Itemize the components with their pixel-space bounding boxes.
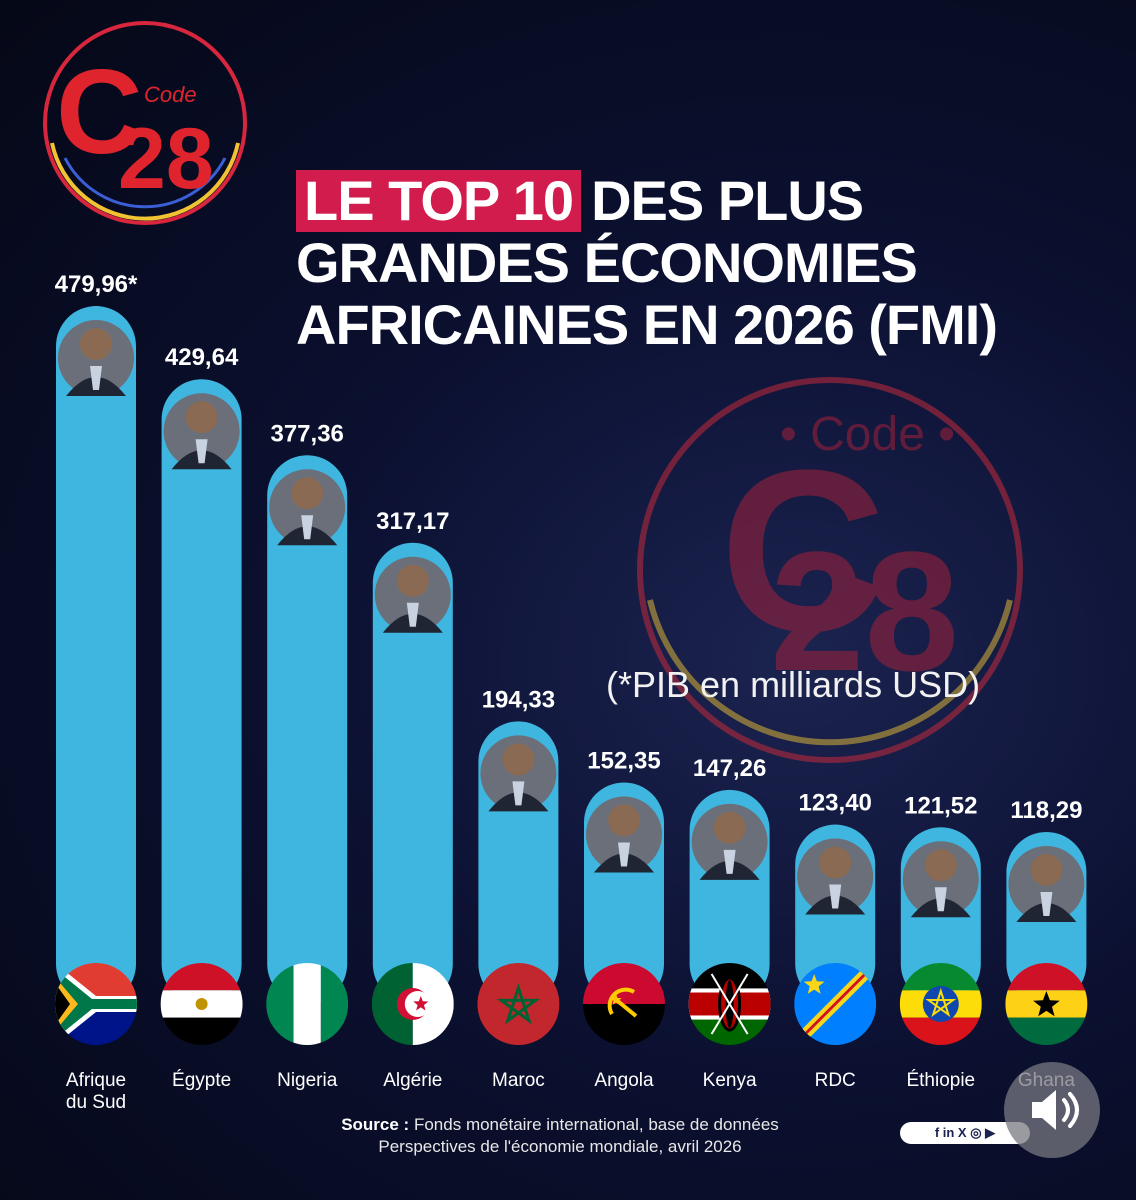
portrait-icon bbox=[163, 393, 240, 470]
category-label: Éthiopie bbox=[906, 1070, 975, 1091]
title-highlight: LE TOP 10 bbox=[296, 170, 582, 232]
portrait-icon bbox=[269, 469, 346, 546]
category-label: Algérie bbox=[383, 1070, 442, 1091]
value-label: 317,17 bbox=[376, 508, 449, 535]
category-label: RDC bbox=[815, 1070, 856, 1091]
portrait-icon bbox=[58, 320, 134, 397]
title-line-2: GRANDES ÉCONOMIES bbox=[296, 231, 918, 294]
source-label: Source : bbox=[341, 1115, 410, 1134]
title-line-3: AFRICAINES EN 2026 (FMI) bbox=[296, 293, 998, 356]
portrait-icon bbox=[374, 556, 451, 633]
bar bbox=[161, 379, 242, 1005]
south-africa-flag-icon bbox=[55, 963, 137, 1045]
egypt-flag-icon bbox=[160, 963, 243, 1045]
morocco-flag-icon bbox=[477, 963, 560, 1045]
bar-group-kenya: 147,26 Kenya bbox=[688, 755, 771, 1091]
bar-group-egypt: 429,64 Égypte bbox=[160, 344, 243, 1091]
svg-text:C: C bbox=[56, 45, 143, 179]
value-label: 118,29 bbox=[1010, 797, 1082, 824]
bar bbox=[56, 306, 136, 1004]
bar bbox=[267, 455, 348, 1004]
portrait-icon bbox=[480, 735, 557, 812]
value-label: 121,52 bbox=[904, 792, 977, 819]
category-label: Angola bbox=[594, 1070, 654, 1091]
portrait-icon bbox=[1008, 845, 1085, 922]
algeria-flag-icon bbox=[371, 963, 454, 1045]
speaker-icon bbox=[1032, 1090, 1056, 1130]
category-label: du Sud bbox=[66, 1092, 126, 1113]
bar-group-ethiopia: 121,52 Éthiopie bbox=[899, 792, 982, 1091]
portrait-icon bbox=[586, 796, 662, 873]
source-line-1: Fonds monétaire international, base de d… bbox=[413, 1115, 779, 1134]
ethiopia-flag-icon bbox=[899, 963, 982, 1045]
chart-title: LE TOP 10 DES PLUS GRANDES ÉCONOMIES AFRI… bbox=[296, 170, 1116, 356]
sound-button[interactable] bbox=[1004, 1062, 1100, 1158]
value-label: 152,35 bbox=[587, 747, 660, 774]
angola-flag-icon bbox=[583, 963, 665, 1045]
category-label: Kenya bbox=[703, 1070, 757, 1091]
bar-group-morocco: 194,33 Maroc bbox=[477, 686, 560, 1091]
bar-group-angola: 152,35 Angola bbox=[583, 747, 665, 1091]
drc-flag-icon bbox=[794, 963, 877, 1045]
portrait-icon bbox=[902, 841, 979, 918]
social-icons: f in X ◎ ▶ bbox=[900, 1122, 1030, 1144]
svg-text:28: 28 bbox=[118, 111, 214, 207]
value-label: 479,96* bbox=[55, 271, 138, 298]
nigeria-flag-icon bbox=[266, 963, 349, 1045]
code28-logo: C Code 28 bbox=[43, 21, 247, 225]
value-label: 194,33 bbox=[482, 686, 555, 713]
portrait-icon bbox=[691, 803, 768, 880]
bar-group-nigeria: 377,36 Nigeria bbox=[266, 420, 349, 1091]
category-label: Afrique bbox=[66, 1070, 126, 1091]
source-line-2: Perspectives de l'économie mondiale, avr… bbox=[378, 1137, 742, 1156]
ghana-flag-icon bbox=[1005, 963, 1088, 1045]
category-label: Nigeria bbox=[277, 1070, 338, 1091]
value-label: 147,26 bbox=[693, 755, 766, 782]
bar-group-algeria: 317,17 Algérie bbox=[371, 508, 454, 1091]
unit-note: (*PIB en milliards USD) bbox=[606, 664, 981, 705]
value-label: 377,36 bbox=[270, 420, 343, 447]
bar-group-drc: 123,40 RDC bbox=[794, 790, 877, 1091]
kenya-flag-icon bbox=[688, 963, 771, 1045]
title-line-1: LE TOP 10 DES PLUS bbox=[296, 170, 1116, 232]
value-label: 123,40 bbox=[798, 790, 871, 817]
category-label: Maroc bbox=[492, 1070, 545, 1091]
source-note: Source : Fonds monétaire international, … bbox=[190, 1114, 930, 1158]
bar bbox=[372, 542, 453, 1004]
svg-text:Code: Code bbox=[144, 82, 197, 107]
title-line-1-rest: DES PLUS bbox=[591, 169, 864, 232]
value-label: 429,64 bbox=[165, 344, 239, 371]
portrait-icon bbox=[797, 838, 874, 915]
category-label: Égypte bbox=[172, 1070, 231, 1091]
